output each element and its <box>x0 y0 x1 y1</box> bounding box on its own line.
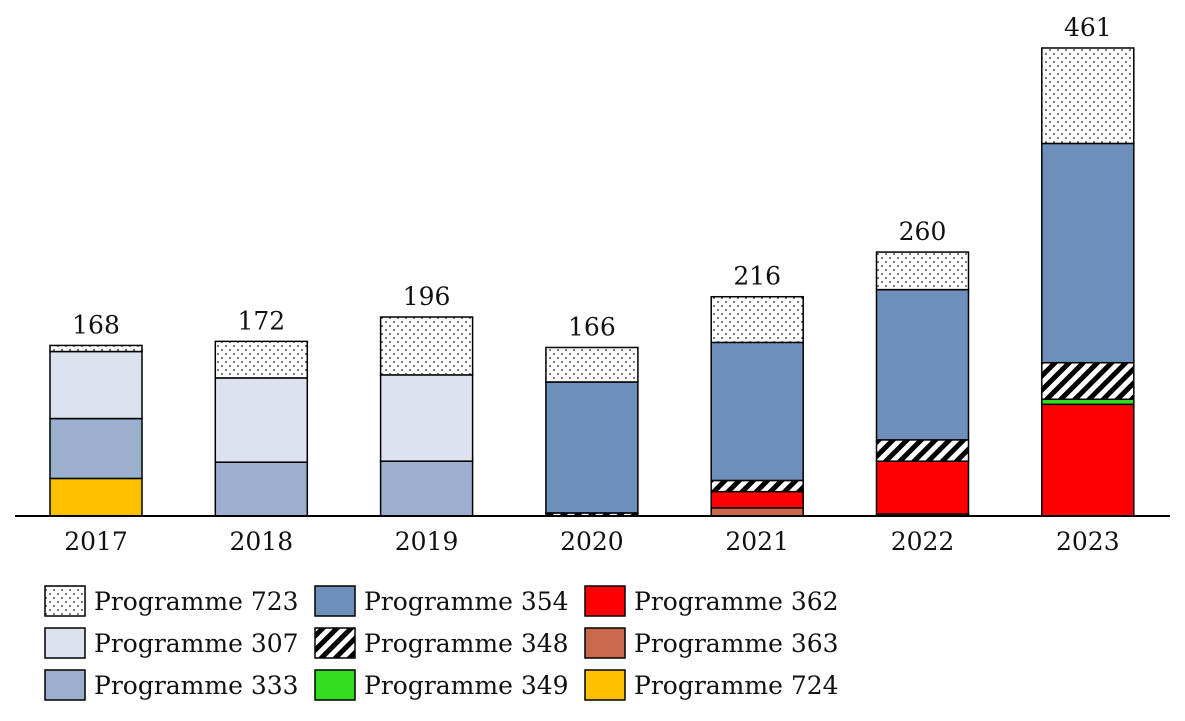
legend-item-programme-348: Programme 348 <box>314 627 569 659</box>
legend-label-programme-307: Programme 307 <box>94 629 299 658</box>
bar-segment-programme-354-2023 <box>1041 142 1135 364</box>
legend-item-programme-333: Programme 333 <box>44 669 299 701</box>
legend-item-programme-363: Programme 363 <box>584 627 839 659</box>
bar-segment-programme-723-2022 <box>875 251 970 291</box>
bar-segment-programme-362-2021 <box>710 490 804 509</box>
x-axis-tick-labels: 2017 2018 2019 2020 2021 2022 2023 <box>64 527 1119 556</box>
legend-label-programme-333: Programme 333 <box>94 671 299 700</box>
x-tick-label-2019: 2019 <box>395 527 459 556</box>
bar-segment-programme-723-2020 <box>545 346 639 383</box>
legend-swatch-programme-307 <box>44 627 86 659</box>
bars-layer <box>49 47 1135 517</box>
legend-swatch-programme-348 <box>314 627 356 659</box>
x-tick-label-2023: 2023 <box>1056 527 1120 556</box>
total-label-2019: 196 <box>403 282 451 311</box>
legend-swatch-programme-349 <box>314 669 356 701</box>
bar-segment-programme-348-2022 <box>875 439 970 462</box>
legend-label-programme-349: Programme 349 <box>364 671 569 700</box>
bar-segment-programme-349-2023 <box>1041 398 1135 406</box>
x-tick-label-2017: 2017 <box>64 527 128 556</box>
total-label-2021: 216 <box>733 262 781 291</box>
x-tick-label-2020: 2020 <box>560 527 624 556</box>
legend-label-programme-724: Programme 724 <box>634 671 839 700</box>
bar-segment-programme-307-2018 <box>214 377 309 463</box>
total-label-2018: 172 <box>237 306 285 335</box>
legend-item-programme-307: Programme 307 <box>44 627 299 659</box>
bar-segment-programme-362-2022 <box>875 460 970 515</box>
legend-swatch-programme-354 <box>314 585 356 617</box>
bar-segment-programme-363-2021 <box>710 507 804 517</box>
total-label-2023: 461 <box>1064 13 1112 42</box>
legend: Programme 723 Programme 307 Programme 333 P… <box>44 585 839 701</box>
legend-label-programme-362: Programme 362 <box>634 587 839 616</box>
legend-item-programme-349: Programme 349 <box>314 669 569 701</box>
legend-swatch-programme-363 <box>584 627 626 659</box>
legend-swatch-programme-723 <box>44 585 86 617</box>
bar-segment-programme-307-2017 <box>49 350 143 420</box>
bar-segment-programme-354-2020 <box>545 381 639 514</box>
legend-item-programme-723: Programme 723 <box>44 585 299 617</box>
bar-segment-programme-354-2021 <box>710 341 804 482</box>
bar-segment-programme-723-2023 <box>1041 47 1135 145</box>
x-tick-label-2022: 2022 <box>891 527 955 556</box>
bar-segment-programme-362-2023 <box>1041 403 1135 517</box>
legend-label-programme-348: Programme 348 <box>364 629 569 658</box>
bar-segment-programme-348-2023 <box>1041 361 1135 401</box>
legend-item-programme-362: Programme 362 <box>584 585 839 617</box>
legend-swatch-programme-333 <box>44 669 86 701</box>
bar-segment-programme-724-2017 <box>49 477 143 517</box>
total-label-2020: 166 <box>568 312 616 341</box>
bar-segment-programme-307-2019 <box>379 374 474 462</box>
legend-swatch-programme-362 <box>584 585 626 617</box>
bar-segment-programme-723-2017 <box>49 344 143 353</box>
x-tick-label-2018: 2018 <box>229 527 293 556</box>
legend-label-programme-363: Programme 363 <box>634 629 839 658</box>
bar-segment-programme-333-2019 <box>379 460 474 517</box>
bar-segment-programme-333-2017 <box>49 417 143 480</box>
total-labels: 168 172 196 166 216 260 461 <box>72 13 1112 341</box>
legend-swatch-programme-724 <box>584 669 626 701</box>
x-tick-label-2021: 2021 <box>725 527 789 556</box>
bar-segment-programme-723-2018 <box>214 340 309 379</box>
bar-segment-programme-723-2019 <box>379 316 474 376</box>
legend-label-programme-354: Programme 354 <box>364 587 569 616</box>
bar-segment-programme-723-2021 <box>710 295 804 344</box>
bar-segment-programme-348-2021 <box>710 479 804 493</box>
bar-segment-programme-354-2022 <box>875 288 970 441</box>
legend-item-programme-724: Programme 724 <box>584 669 839 701</box>
bar-segment-programme-333-2018 <box>214 461 309 517</box>
total-label-2017: 168 <box>72 310 120 339</box>
legend-label-programme-723: Programme 723 <box>94 587 299 616</box>
legend-item-programme-354: Programme 354 <box>314 585 569 617</box>
total-label-2022: 260 <box>899 217 947 246</box>
